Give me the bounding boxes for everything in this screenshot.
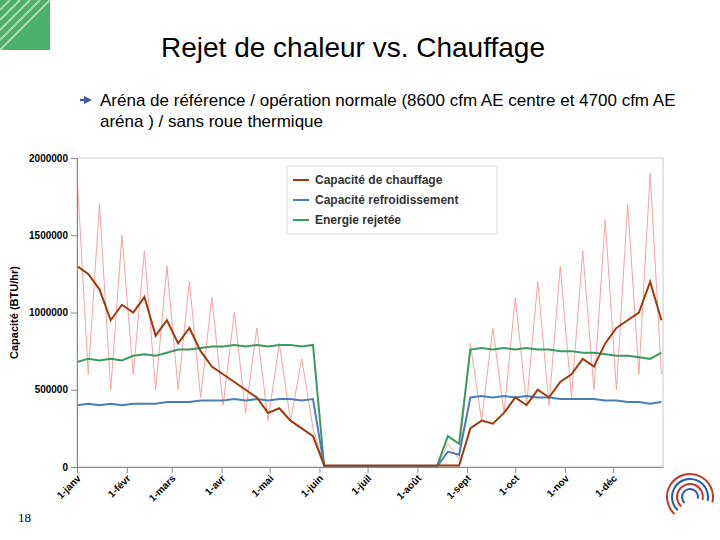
corner-decoration bbox=[0, 0, 50, 50]
x-tick: 1-janv bbox=[55, 467, 84, 501]
legend: Capacité de chauffage Capacité refroidiss… bbox=[287, 166, 497, 234]
y-tick-label: 0 bbox=[62, 462, 68, 473]
legend-label: Energie rejetée bbox=[315, 213, 401, 227]
subtitle-line: aréna ) / sans roue thermique bbox=[100, 112, 323, 131]
y-axis: 0 500000 1000000 1500000 2000000 bbox=[29, 153, 77, 473]
x-tick-mark bbox=[515, 467, 516, 473]
x-tick: 1-déc bbox=[593, 467, 620, 499]
corner-stripe bbox=[0, 0, 10, 10]
x-tick: 1-févr bbox=[106, 467, 133, 500]
x-tick-label: 1-nov bbox=[544, 472, 571, 499]
corner-stripe bbox=[0, 0, 50, 50]
x-tick-label: 1-août bbox=[394, 472, 423, 501]
x-axis: 1-janv 1-févr 1-mars 1-avr 1-mai 1-juin 1-juil… bbox=[55, 467, 664, 504]
legend-label: Capacité de chauffage bbox=[315, 173, 443, 187]
y-tick-mark bbox=[71, 467, 77, 468]
subtitle: Aréna de référence / opération normale (… bbox=[100, 91, 676, 131]
x-tick: 1-sept bbox=[444, 467, 473, 501]
x-tick: 1-juil bbox=[349, 467, 373, 497]
x-tick: 1-juin bbox=[299, 467, 326, 499]
x-tick-label: 1-mars bbox=[147, 472, 178, 503]
corner-stripe bbox=[0, 0, 20, 20]
x-tick-mark bbox=[319, 467, 320, 473]
y-tick: 0 bbox=[62, 462, 77, 473]
y-axis-line bbox=[77, 159, 78, 468]
x-tick-mark bbox=[613, 467, 614, 473]
x-axis-line bbox=[78, 467, 664, 468]
x-tick-mark bbox=[368, 467, 369, 473]
y-tick-label: 500000 bbox=[35, 384, 69, 395]
x-tick-mark bbox=[467, 467, 468, 473]
legend-box bbox=[287, 166, 497, 234]
corner-stripe bbox=[0, 0, 40, 40]
y-tick: 500000 bbox=[35, 384, 77, 395]
x-tick: 1-nov bbox=[544, 467, 571, 499]
y-tick-mark bbox=[71, 390, 77, 391]
corner-square bbox=[0, 0, 50, 50]
x-tick: 1-août bbox=[394, 467, 423, 502]
x-tick: 1-oct bbox=[497, 467, 522, 497]
y-tick: 1000000 bbox=[29, 307, 77, 318]
background-line bbox=[77, 173, 661, 467]
logo-arc bbox=[671, 478, 709, 511]
page-number: 18 bbox=[18, 510, 31, 525]
x-tick-label: 1-mai bbox=[249, 472, 275, 498]
bullet bbox=[80, 96, 92, 104]
x-tick-mark bbox=[172, 467, 173, 473]
legend-swatch bbox=[293, 179, 309, 181]
y-tick-mark bbox=[71, 235, 77, 236]
x-tick: 1-avr bbox=[203, 467, 228, 497]
y-axis-title: Capacité (BTU/hr) bbox=[8, 266, 20, 359]
x-tick-label: 1-juin bbox=[299, 473, 326, 500]
x-tick-mark bbox=[127, 467, 128, 473]
series-group bbox=[77, 173, 661, 467]
y-tick: 1500000 bbox=[29, 230, 77, 241]
x-tick: 1-mai bbox=[249, 467, 275, 499]
y-tick: 2000000 bbox=[29, 153, 77, 164]
x-tick-label: 1-sept bbox=[444, 472, 473, 501]
logo-arc bbox=[666, 473, 714, 515]
y-tick-mark bbox=[71, 158, 77, 159]
x-tick-mark bbox=[565, 467, 566, 473]
y-tick-label: 2000000 bbox=[29, 153, 68, 164]
x-tick-label: 1-juil bbox=[349, 472, 373, 496]
plot-frame bbox=[77, 158, 663, 467]
logo-arc bbox=[681, 488, 699, 504]
x-tick-mark bbox=[270, 467, 271, 473]
y-tick-mark bbox=[71, 313, 77, 314]
x-tick-mark bbox=[77, 467, 78, 473]
slide: Rejet de chaleur vs. Chauffage Aréna de r… bbox=[0, 0, 720, 540]
legend-label: Capacité refroidissement bbox=[315, 193, 458, 207]
series-line bbox=[77, 345, 661, 467]
y-tick-label: 1000000 bbox=[29, 307, 68, 318]
plot: 0 500000 1000000 1500000 2000000 1-janv 1-févr… bbox=[29, 153, 663, 504]
corner-stripe bbox=[0, 0, 30, 30]
subtitle-line: Aréna de référence / opération normale (… bbox=[100, 91, 676, 110]
x-tick: 1-mars bbox=[147, 467, 178, 504]
logo bbox=[666, 473, 714, 515]
y-tick-label: 1500000 bbox=[29, 230, 68, 241]
x-tick-label: 1-avr bbox=[203, 473, 228, 498]
x-tick-label: 1-févr bbox=[106, 473, 133, 500]
x-tick-label: 1-janv bbox=[55, 472, 84, 501]
legend-swatch bbox=[293, 219, 309, 221]
title: Rejet de chaleur vs. Chauffage bbox=[161, 32, 545, 63]
series-line bbox=[77, 396, 661, 467]
legend-swatch bbox=[293, 199, 309, 201]
series-line bbox=[77, 266, 661, 465]
logo-arc bbox=[676, 483, 704, 507]
x-tick-label: 1-déc bbox=[593, 472, 620, 499]
x-tick-label: 1-oct bbox=[497, 472, 522, 497]
x-tick-mark bbox=[417, 467, 418, 473]
x-tick-mark bbox=[221, 467, 222, 473]
